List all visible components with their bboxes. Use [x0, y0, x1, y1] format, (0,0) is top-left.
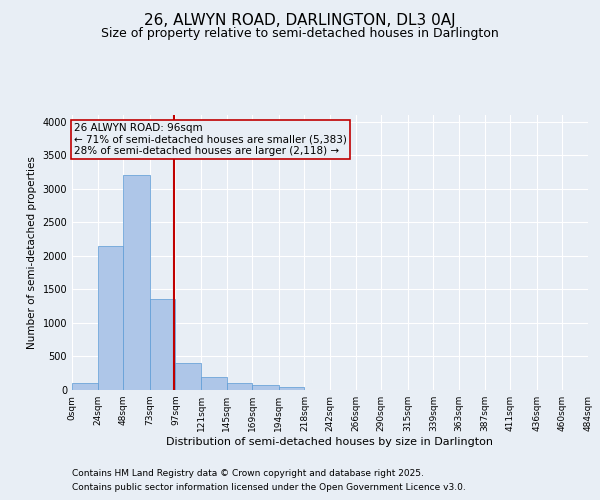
Bar: [175, 363, 201, 390]
Bar: [252, 385, 279, 390]
Bar: [279, 386, 304, 390]
Bar: [227, 384, 252, 390]
Text: Contains public sector information licensed under the Open Government Licence v3: Contains public sector information licen…: [72, 484, 466, 492]
Bar: [98, 246, 123, 390]
Text: 26, ALWYN ROAD, DARLINGTON, DL3 0AJ: 26, ALWYN ROAD, DARLINGTON, DL3 0AJ: [144, 12, 456, 28]
Y-axis label: Number of semi-detached properties: Number of semi-detached properties: [27, 156, 37, 349]
X-axis label: Distribution of semi-detached houses by size in Darlington: Distribution of semi-detached houses by …: [167, 437, 493, 447]
Text: Size of property relative to semi-detached houses in Darlington: Size of property relative to semi-detach…: [101, 28, 499, 40]
Bar: [201, 376, 227, 390]
Text: Contains HM Land Registry data © Crown copyright and database right 2025.: Contains HM Land Registry data © Crown c…: [72, 468, 424, 477]
Bar: [150, 300, 175, 390]
Bar: [123, 176, 150, 390]
Bar: [72, 384, 98, 390]
Text: 26 ALWYN ROAD: 96sqm
← 71% of semi-detached houses are smaller (5,383)
28% of se: 26 ALWYN ROAD: 96sqm ← 71% of semi-detac…: [74, 123, 347, 156]
